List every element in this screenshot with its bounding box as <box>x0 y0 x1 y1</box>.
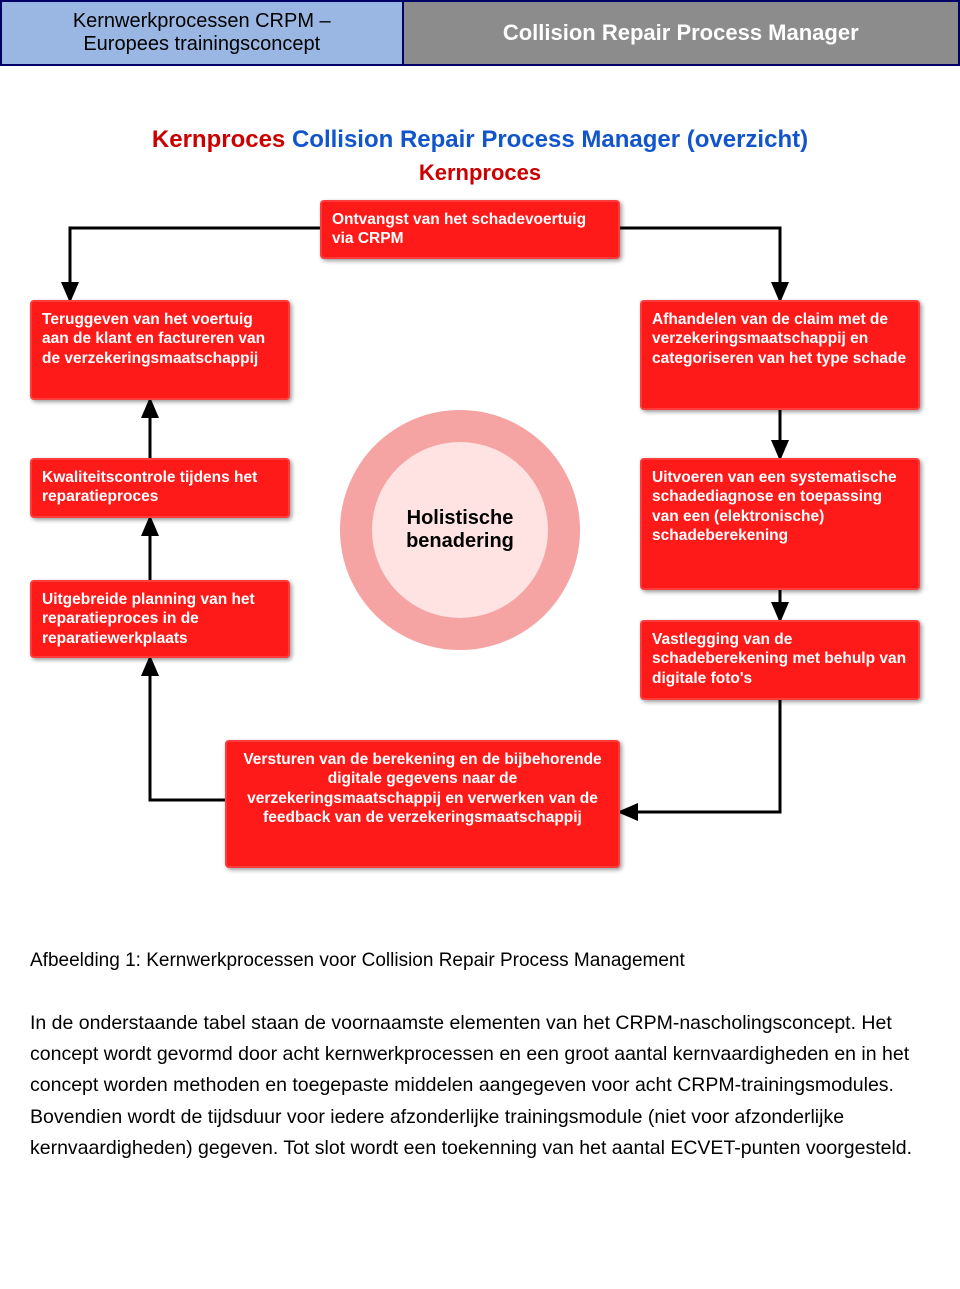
title-red: Kernproces <box>152 126 285 153</box>
header-left-line2: Europees trainingsconcept <box>14 33 390 56</box>
header-left-line1: Kernwerkprocessen CRPM – <box>14 10 390 33</box>
title-blue: Collision Repair Process Manager (overzi… <box>292 126 808 153</box>
node-left-bot: Uitgebreide planning van het reparatiepr… <box>30 580 290 658</box>
body-paragraph: In de onderstaande tabel staan de voorna… <box>30 1008 930 1164</box>
node-top: Ontvangst van het schadevoertuig via CRP… <box>320 200 620 259</box>
page-header: Kernwerkprocessen CRPM – Europees traini… <box>0 0 960 66</box>
header-left: Kernwerkprocessen CRPM – Europees traini… <box>2 2 404 64</box>
arrow-bottom-to-left_bot <box>150 658 225 800</box>
node-right-bot: Vastlegging van de schadeberekening met … <box>640 620 920 700</box>
header-right: Collision Repair Process Manager <box>404 2 958 64</box>
flowchart: Ontvangst van het schadevoertuig via CRP… <box>30 200 930 920</box>
center-circle-inner: Holistische benadering <box>372 442 548 618</box>
diagram-title: Kernproces Collision Repair Process Mana… <box>30 126 930 154</box>
arrow-top-to-right_top <box>620 228 780 300</box>
node-bottom: Versturen van de berekening en de bijbeh… <box>225 740 620 868</box>
figure-caption: Afbeelding 1: Kernwerkprocessen voor Col… <box>30 950 930 972</box>
arrow-top-to-left_top <box>70 228 320 300</box>
diagram-container: Kernproces Collision Repair Process Mana… <box>30 126 930 920</box>
node-left-mid: Kwaliteitscontrole tijdens het reparatie… <box>30 458 290 518</box>
arrow-right_bot-to-bottom <box>620 700 780 812</box>
diagram-subtitle: Kernproces <box>30 160 930 186</box>
node-right-mid: Uitvoeren van een systematische schadedi… <box>640 458 920 590</box>
node-left-top: Teruggeven van het voertuig aan de klant… <box>30 300 290 400</box>
node-right-top: Afhandelen van de claim met de verzekeri… <box>640 300 920 410</box>
